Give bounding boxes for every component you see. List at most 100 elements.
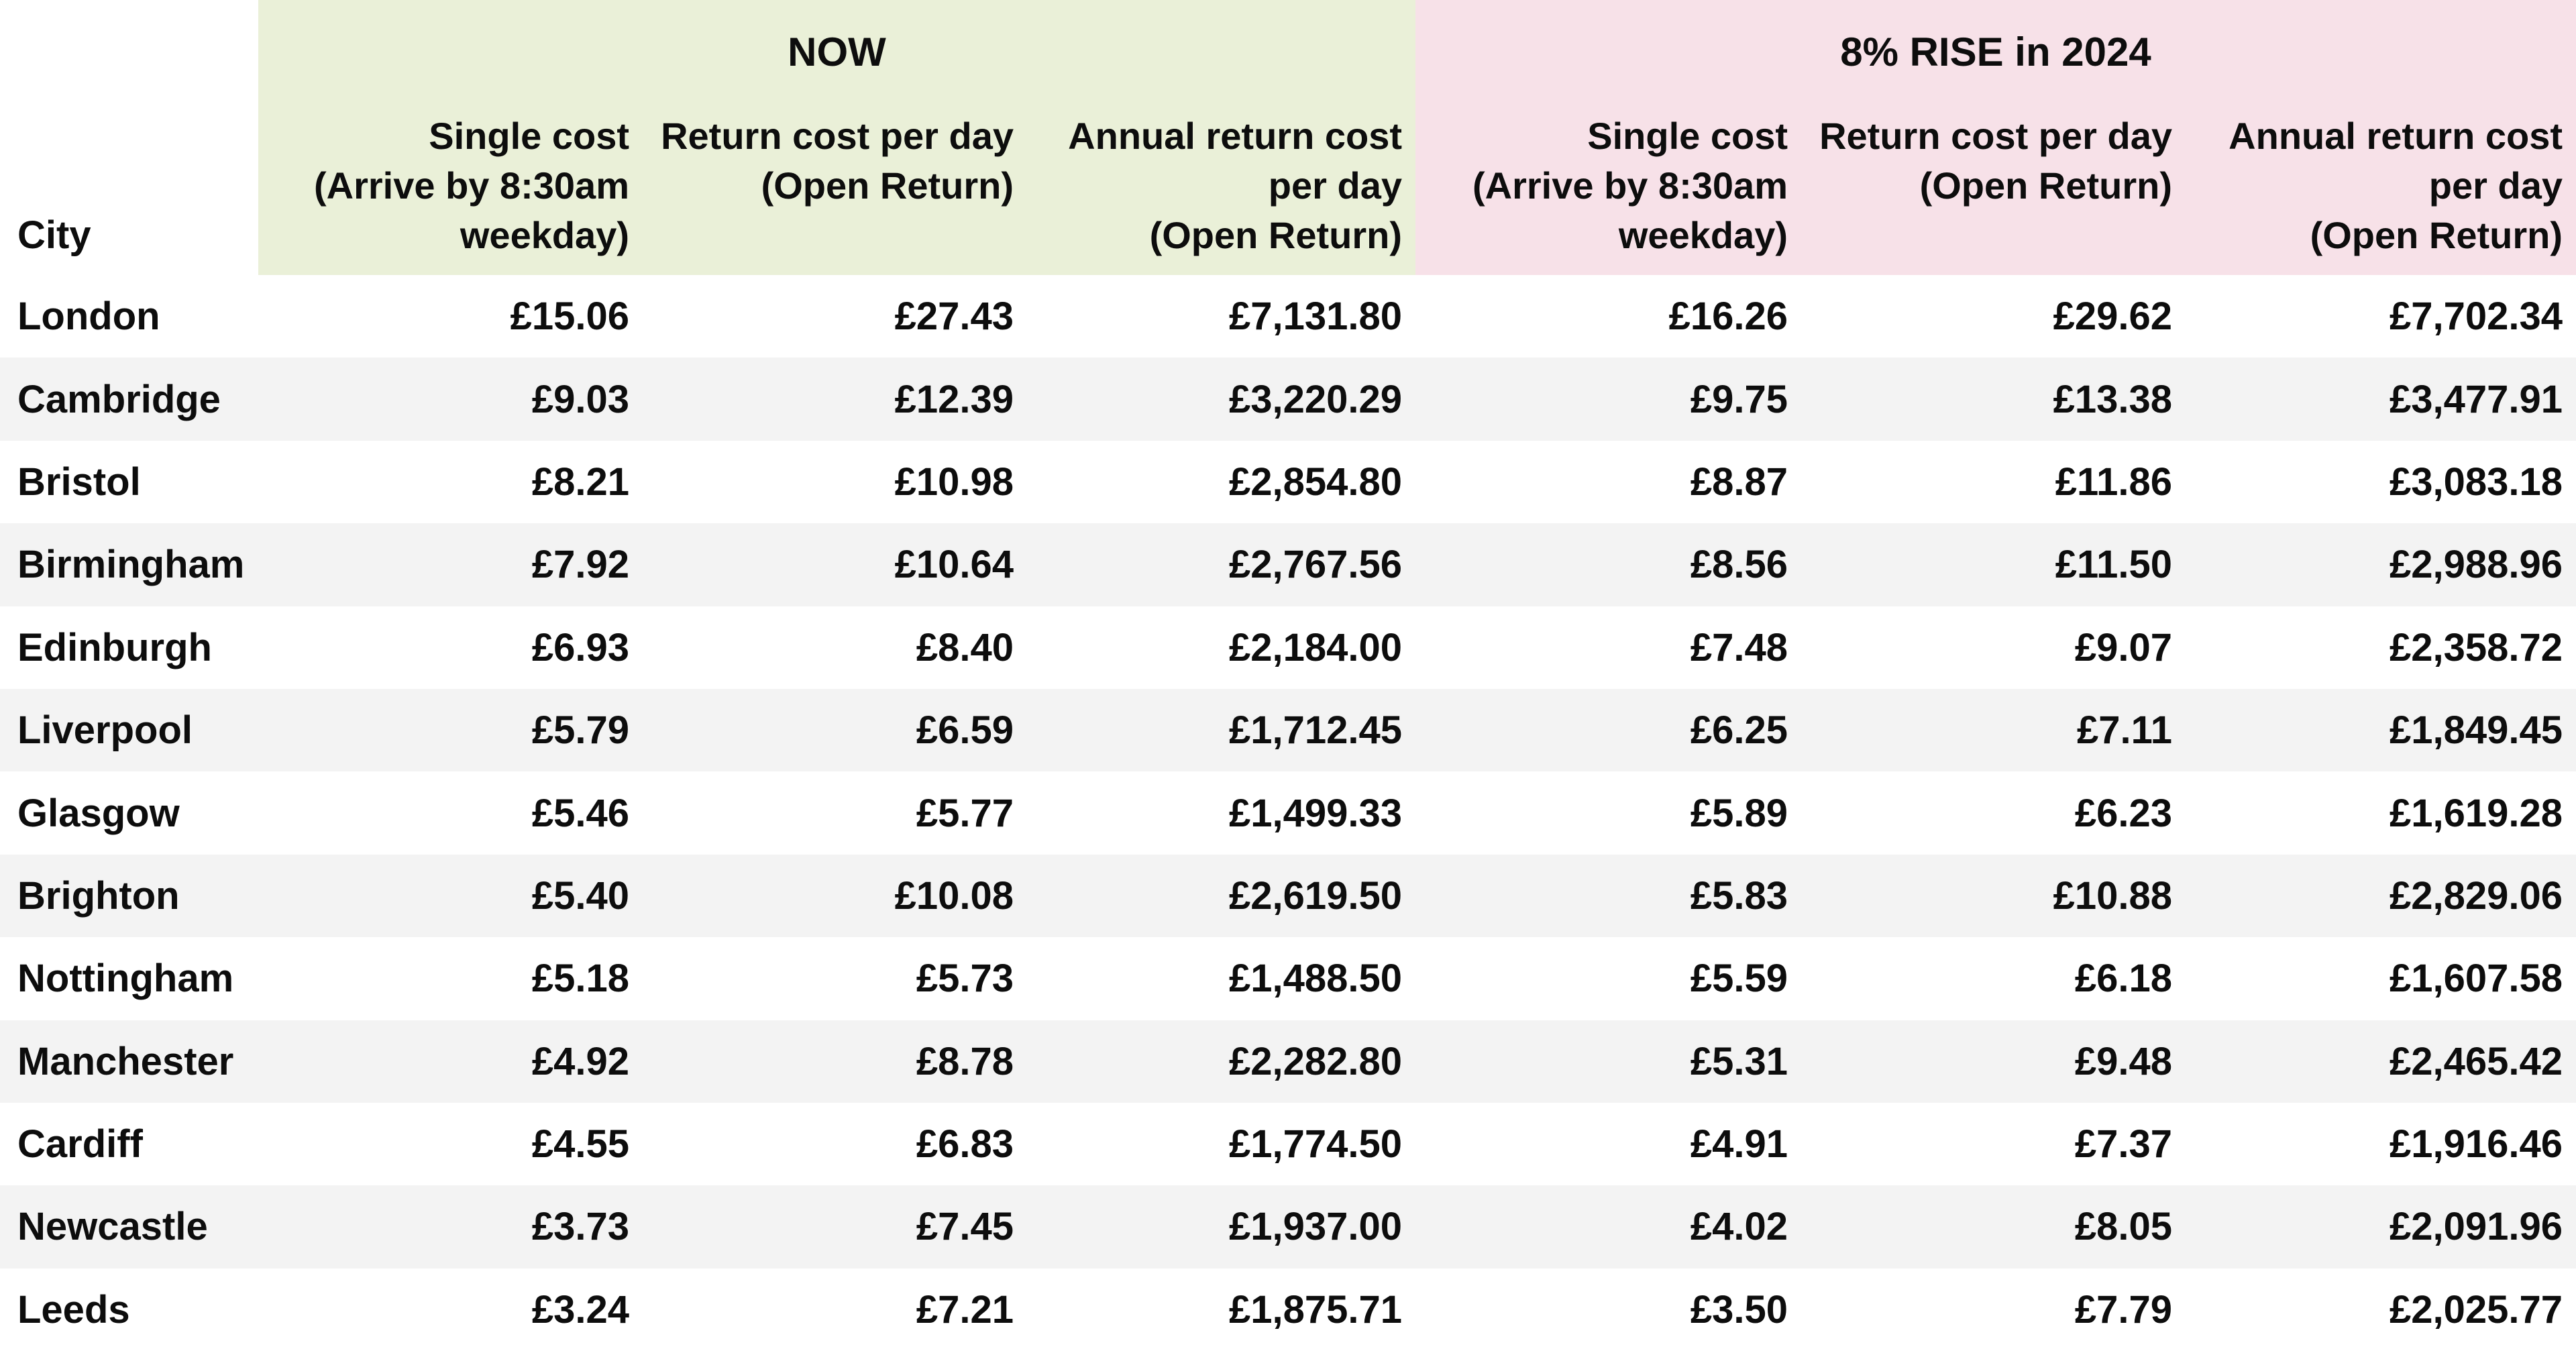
value-cell-rise-single: £8.56 [1690, 543, 1788, 587]
value-cell-now-single: £5.18 [531, 957, 629, 1001]
group-label-rise: 8% RISE in 2024 [1840, 29, 2151, 74]
column-header-rise-annual-return: Annual return cost per day (Open Return) [2186, 94, 2576, 275]
table-row: Glasgow £5.46 £5.77 £1,499.33 £5.89 £6.2… [0, 771, 2576, 854]
value-cell-now-single: £4.92 [531, 1039, 629, 1083]
column-header-now-return-per-day: Return cost per day (Open Return) [643, 94, 1027, 275]
value-cell-now-annual: £7,131.80 [1228, 294, 1402, 339]
table-body: London £15.06 £27.43 £7,131.80 £16.26 £2… [0, 275, 2576, 1351]
value-cell-now-return-day: £8.40 [916, 625, 1014, 669]
city-cell: Manchester [17, 1039, 234, 1083]
value-cell-rise-return-day: £6.23 [2074, 791, 2172, 835]
value-cell-now-return-day: £27.43 [894, 294, 1014, 339]
column-header-rise-return-per-day: Return cost per day (Open Return) [1801, 94, 2186, 275]
table-row: Edinburgh £6.93 £8.40 £2,184.00 £7.48 £9… [0, 606, 2576, 689]
table-row: Brighton £5.40 £10.08 £2,619.50 £5.83 £1… [0, 854, 2576, 938]
column-header-now-annual-return: Annual return cost per day (Open Return) [1027, 94, 1415, 275]
value-cell-rise-single: £5.83 [1690, 873, 1788, 918]
value-cell-now-return-day: £8.78 [916, 1039, 1014, 1083]
value-cell-now-return-day: £12.39 [894, 377, 1014, 421]
value-cell-now-annual: £2,854.80 [1228, 460, 1402, 504]
value-cell-rise-single: £4.02 [1690, 1205, 1788, 1249]
value-cell-rise-annual: £1,619.28 [2389, 791, 2563, 835]
value-cell-rise-return-day: £11.86 [2055, 460, 2172, 504]
value-cell-rise-return-day: £9.07 [2074, 625, 2172, 669]
value-cell-rise-annual: £3,083.18 [2389, 460, 2563, 504]
group-header-row: NOW 8% RISE in 2024 [0, 0, 2576, 94]
value-cell-rise-single: £5.89 [1690, 791, 1788, 835]
table-row: Bristol £8.21 £10.98 £2,854.80 £8.87 £11… [0, 441, 2576, 523]
value-cell-rise-annual: £7,702.34 [2389, 294, 2563, 339]
value-cell-rise-annual: £3,477.91 [2389, 377, 2563, 421]
city-cell: Nottingham [17, 957, 234, 1001]
value-cell-now-return-day: £7.21 [916, 1287, 1014, 1332]
value-cell-now-single: £5.46 [531, 791, 629, 835]
value-cell-rise-return-day: £8.05 [2074, 1205, 2172, 1249]
value-cell-rise-annual: £2,358.72 [2389, 625, 2563, 669]
value-cell-now-return-day: £10.98 [894, 460, 1014, 504]
value-cell-now-annual: £1,712.45 [1228, 708, 1402, 753]
value-cell-rise-single: £7.48 [1690, 625, 1788, 669]
value-cell-rise-return-day: £6.18 [2074, 957, 2172, 1001]
value-cell-now-annual: £1,937.00 [1228, 1205, 1402, 1249]
corner-spacer [0, 0, 258, 94]
value-cell-now-single: £5.79 [531, 708, 629, 753]
column-header-now-single-cost: Single cost (Arrive by 8:30am weekday) [258, 94, 643, 275]
city-cell: Liverpool [17, 708, 193, 753]
value-cell-rise-return-day: £13.38 [2053, 377, 2172, 421]
value-cell-rise-return-day: £11.50 [2055, 543, 2172, 587]
value-cell-rise-return-day: £7.37 [2074, 1122, 2172, 1167]
column-header-row: City Single cost (Arrive by 8:30am weekd… [0, 94, 2576, 275]
value-cell-now-single: £6.93 [531, 625, 629, 669]
value-cell-now-single: £3.73 [531, 1205, 629, 1249]
value-cell-now-annual: £2,184.00 [1228, 625, 1402, 669]
value-cell-rise-return-day: £9.48 [2074, 1039, 2172, 1083]
value-cell-rise-annual: £1,849.45 [2389, 708, 2563, 753]
value-cell-now-single: £8.21 [531, 460, 629, 504]
city-cell: Glasgow [17, 791, 180, 835]
value-cell-rise-return-day: £10.88 [2053, 873, 2172, 918]
column-header-rise-single-cost: Single cost (Arrive by 8:30am weekday) [1415, 94, 1801, 275]
group-header-rise: 8% RISE in 2024 [1415, 0, 2576, 94]
value-cell-rise-return-day: £7.79 [2074, 1287, 2172, 1332]
value-cell-now-return-day: £6.83 [916, 1122, 1014, 1167]
value-cell-now-return-day: £5.77 [916, 791, 1014, 835]
value-cell-rise-return-day: £29.62 [2053, 294, 2172, 339]
value-cell-rise-single: £4.91 [1690, 1122, 1788, 1167]
city-cell: Birmingham [17, 543, 245, 587]
city-column-header: City [17, 213, 91, 257]
value-cell-rise-annual: £1,916.46 [2389, 1122, 2563, 1167]
city-cell: Edinburgh [17, 625, 212, 669]
group-header-now: NOW [258, 0, 1415, 94]
table-row: Liverpool £5.79 £6.59 £1,712.45 £6.25 £7… [0, 688, 2576, 772]
value-cell-now-annual: £1,488.50 [1228, 957, 1402, 1001]
value-cell-now-annual: £1,875.71 [1228, 1287, 1402, 1332]
city-cell: Bristol [17, 460, 141, 504]
value-cell-now-annual: £1,774.50 [1228, 1122, 1402, 1167]
value-cell-rise-annual: £2,091.96 [2389, 1205, 2563, 1249]
table-row: Cambridge £9.03 £12.39 £3,220.29 £9.75 £… [0, 358, 2576, 441]
city-cell: London [17, 294, 160, 339]
value-cell-now-single: £3.24 [531, 1287, 629, 1332]
value-cell-rise-annual: £2,988.96 [2389, 543, 2563, 587]
city-cell: Cardiff [17, 1122, 143, 1167]
value-cell-now-single: £15.06 [510, 294, 629, 339]
table-row: Cardiff £4.55 £6.83 £1,774.50 £4.91 £7.3… [0, 1103, 2576, 1185]
value-cell-now-single: £7.92 [531, 543, 629, 587]
table-row: London £15.06 £27.43 £7,131.80 £16.26 £2… [0, 275, 2576, 358]
city-cell: Leeds [17, 1287, 130, 1332]
table-row: Newcastle £3.73 £7.45 £1,937.00 £4.02 £8… [0, 1185, 2576, 1268]
value-cell-now-return-day: £7.45 [916, 1205, 1014, 1249]
group-label-now: NOW [788, 29, 886, 74]
value-cell-rise-return-day: £7.11 [2077, 708, 2172, 753]
value-cell-now-annual: £2,282.80 [1228, 1039, 1402, 1083]
value-cell-now-annual: £2,767.56 [1228, 543, 1402, 587]
table-row: Leeds £3.24 £7.21 £1,875.71 £3.50 £7.79 … [0, 1268, 2576, 1351]
city-cell: Cambridge [17, 377, 221, 421]
value-cell-now-return-day: £5.73 [916, 957, 1014, 1001]
value-cell-now-single: £9.03 [531, 377, 629, 421]
value-cell-now-annual: £3,220.29 [1228, 377, 1402, 421]
value-cell-now-annual: £1,499.33 [1228, 791, 1402, 835]
value-cell-now-return-day: £10.08 [894, 873, 1014, 918]
value-cell-now-single: £5.40 [531, 873, 629, 918]
